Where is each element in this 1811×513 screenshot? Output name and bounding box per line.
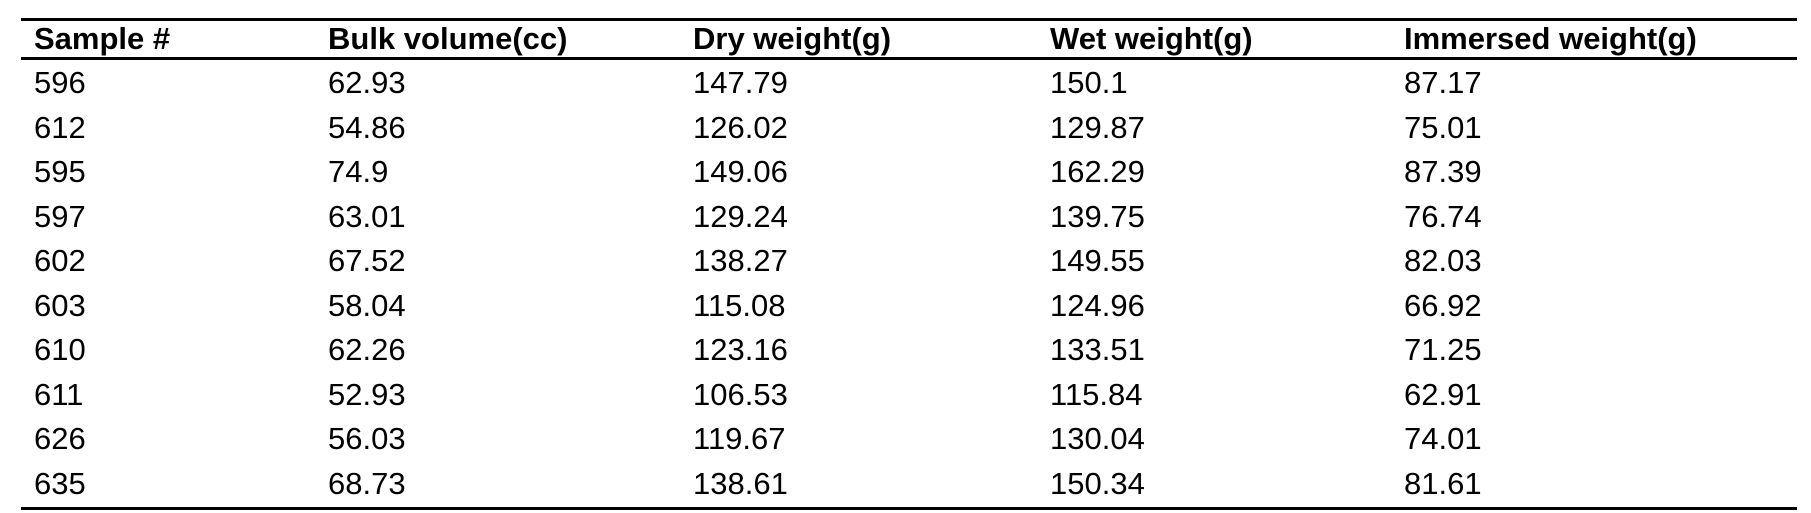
cell-sample: 611 xyxy=(34,376,84,412)
cell-dry-weight: 138.61 xyxy=(693,465,788,501)
cell-sample: 597 xyxy=(34,198,86,234)
cell-dry-weight: 106.53 xyxy=(693,376,788,412)
cell-wet-weight: 149.55 xyxy=(1050,243,1145,278)
cell-sample: 610 xyxy=(34,332,86,367)
cell-bulk-volume: 62.93 xyxy=(328,65,406,100)
table-row: 610 62.26 123.16 133.51 71.25 xyxy=(0,329,1811,371)
cell-bulk-volume: 63.01 xyxy=(328,198,406,234)
cell-immersed-weight: 87.39 xyxy=(1404,154,1482,189)
cell-bulk-volume: 52.93 xyxy=(328,376,406,412)
table-row: 635 68.73 138.61 150.34 81.61 xyxy=(0,463,1811,505)
cell-immersed-weight: 71.25 xyxy=(1404,332,1482,367)
table-top-rule xyxy=(21,18,1797,21)
cell-wet-weight: 115.84 xyxy=(1050,376,1143,412)
table-row: 612 54.86 126.02 129.87 75.01 xyxy=(0,107,1811,149)
cell-dry-weight: 149.06 xyxy=(693,154,788,189)
cell-wet-weight: 129.87 xyxy=(1050,109,1145,145)
cell-immersed-weight: 76.74 xyxy=(1404,198,1482,234)
cell-wet-weight: 139.75 xyxy=(1050,198,1145,234)
cell-dry-weight: 123.16 xyxy=(693,332,788,367)
cell-immersed-weight: 87.17 xyxy=(1404,65,1482,100)
cell-sample: 602 xyxy=(34,243,86,278)
header-wet-weight: Wet weight(g) xyxy=(1050,21,1253,56)
header-bulk-volume: Bulk volume(cc) xyxy=(328,21,568,56)
table-header-rule xyxy=(21,57,1797,60)
header-dry-weight: Dry weight(g) xyxy=(693,21,892,56)
cell-dry-weight: 119.67 xyxy=(693,421,786,456)
cell-dry-weight: 115.08 xyxy=(693,287,786,323)
cell-wet-weight: 162.29 xyxy=(1050,154,1145,189)
cell-immersed-weight: 75.01 xyxy=(1404,109,1482,145)
cell-sample: 595 xyxy=(34,154,86,189)
header-sample: Sample # xyxy=(34,21,171,56)
cell-bulk-volume: 68.73 xyxy=(328,465,406,501)
table-row: 597 63.01 129.24 139.75 76.74 xyxy=(0,196,1811,238)
cell-immersed-weight: 82.03 xyxy=(1404,243,1482,278)
cell-wet-weight: 150.34 xyxy=(1050,465,1145,501)
cell-immersed-weight: 74.01 xyxy=(1404,421,1482,456)
cell-sample: 603 xyxy=(34,287,86,323)
header-immersed-weight: Immersed weight(g) xyxy=(1404,21,1697,56)
cell-dry-weight: 147.79 xyxy=(693,65,788,100)
cell-wet-weight: 124.96 xyxy=(1050,287,1145,323)
table-row: 626 56.03 119.67 130.04 74.01 xyxy=(0,418,1811,460)
cell-wet-weight: 130.04 xyxy=(1050,421,1145,456)
cell-bulk-volume: 56.03 xyxy=(328,421,406,456)
table-header-row: Sample # Bulk volume(cc) Dry weight(g) W… xyxy=(0,19,1811,61)
cell-wet-weight: 133.51 xyxy=(1050,332,1145,367)
cell-bulk-volume: 62.26 xyxy=(328,332,406,367)
table-bottom-rule xyxy=(21,507,1797,510)
table-row: 596 62.93 147.79 150.1 87.17 xyxy=(0,62,1811,104)
cell-immersed-weight: 81.61 xyxy=(1404,465,1482,501)
cell-dry-weight: 126.02 xyxy=(693,109,788,145)
cell-immersed-weight: 62.91 xyxy=(1404,376,1482,412)
cell-dry-weight: 129.24 xyxy=(693,198,788,234)
cell-dry-weight: 138.27 xyxy=(693,243,788,278)
cell-sample: 612 xyxy=(34,109,86,145)
cell-sample: 596 xyxy=(34,65,86,100)
cell-bulk-volume: 67.52 xyxy=(328,243,406,278)
table-row: 602 67.52 138.27 149.55 82.03 xyxy=(0,240,1811,282)
cell-bulk-volume: 58.04 xyxy=(328,287,406,323)
cell-bulk-volume: 54.86 xyxy=(328,109,406,145)
cell-wet-weight: 150.1 xyxy=(1050,65,1128,100)
table-row: 595 74.9 149.06 162.29 87.39 xyxy=(0,151,1811,193)
table-row: 603 58.04 115.08 124.96 66.92 xyxy=(0,285,1811,327)
cell-bulk-volume: 74.9 xyxy=(328,154,389,189)
cell-sample: 626 xyxy=(34,421,86,456)
cell-sample: 635 xyxy=(34,465,86,501)
table-row: 611 52.93 106.53 115.84 62.91 xyxy=(0,374,1811,416)
cell-immersed-weight: 66.92 xyxy=(1404,287,1482,323)
